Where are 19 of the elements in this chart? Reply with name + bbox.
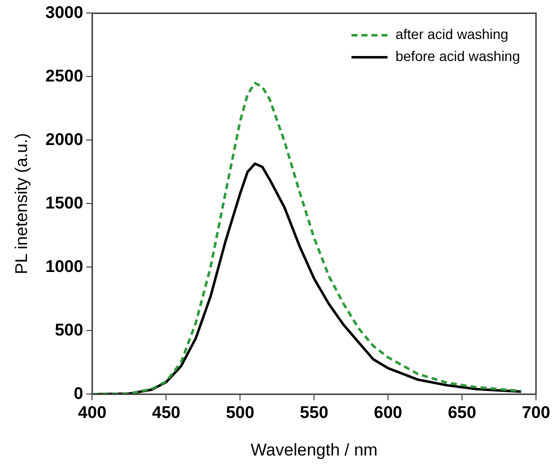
x-axis-title: Wavelength / nm xyxy=(250,440,378,460)
y-tick-label: 1000 xyxy=(45,256,84,276)
x-tick-label: 600 xyxy=(374,403,402,422)
legend-label: after acid washing xyxy=(395,26,508,42)
x-tick-label: 650 xyxy=(448,403,476,422)
legend-label: before acid washing xyxy=(395,48,520,64)
y-axis-title: PL inetensity (a.u.) xyxy=(12,133,31,274)
x-tick-label: 550 xyxy=(300,403,328,422)
y-tick-label: 2500 xyxy=(45,66,84,86)
y-tick-label: 1500 xyxy=(45,193,84,212)
y-tick-label: 500 xyxy=(54,320,84,340)
x-tick-label: 700 xyxy=(522,403,550,422)
x-tick-label: 450 xyxy=(152,403,180,422)
line-series xyxy=(92,82,522,394)
y-tick-label: 0 xyxy=(74,384,84,403)
y-tick-label: 2000 xyxy=(45,130,84,149)
x-tick-label: 400 xyxy=(78,403,106,422)
y-tick-label: 3000 xyxy=(45,2,84,22)
x-tick-label: 500 xyxy=(226,403,254,422)
